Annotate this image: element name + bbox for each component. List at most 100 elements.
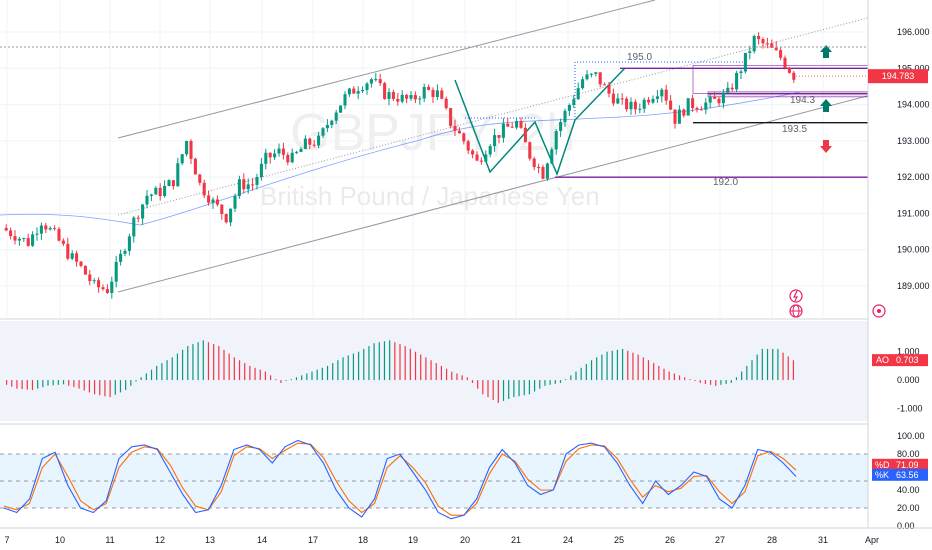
ao-bar xyxy=(119,380,122,393)
candle-body xyxy=(317,135,321,146)
candle-body xyxy=(647,99,651,103)
candle-body xyxy=(220,204,224,215)
candle-body xyxy=(123,250,127,254)
candle-body xyxy=(70,253,74,259)
candle-body xyxy=(779,50,783,58)
ao-bar xyxy=(62,380,65,385)
ao-bar xyxy=(140,377,142,381)
candle-body xyxy=(598,72,602,85)
stoch-k-name-label: %K xyxy=(875,470,889,480)
candle-body xyxy=(594,72,598,74)
candle-body xyxy=(167,180,171,186)
candle-body xyxy=(422,86,426,99)
candle-body xyxy=(726,87,730,93)
candle-body xyxy=(471,150,475,155)
candle-body xyxy=(92,280,96,282)
level-zone-194-3[interactable] xyxy=(707,91,891,98)
candle-body xyxy=(783,57,787,68)
candle-body xyxy=(13,236,17,241)
ao-bar xyxy=(295,377,298,381)
ao-bar xyxy=(181,349,184,381)
harmonic-pattern[interactable] xyxy=(454,67,626,177)
main-pane[interactable]: GBPJPY, 2h British Pound / Japanese Yen … xyxy=(0,0,891,318)
candle-body xyxy=(312,144,316,146)
price-tick-label: 192.000 xyxy=(897,172,930,182)
channel-lower-line[interactable] xyxy=(117,89,891,293)
ao-bar xyxy=(756,354,758,381)
candle-body xyxy=(691,98,695,109)
ao-bar xyxy=(751,360,753,381)
ao-bar xyxy=(93,380,96,395)
candle-body xyxy=(259,163,263,178)
candle-body xyxy=(475,154,479,161)
candle-body xyxy=(378,79,382,84)
lightning-icon[interactable] xyxy=(789,289,803,303)
candle-body xyxy=(79,261,83,266)
ao-bar xyxy=(409,348,411,381)
channel-mid-line[interactable] xyxy=(117,11,891,216)
candle-body xyxy=(158,187,162,197)
ao-pane[interactable] xyxy=(0,321,868,421)
ao-bar xyxy=(280,380,282,383)
candle-body xyxy=(607,84,611,94)
stoch-pane-bg xyxy=(0,426,868,526)
stoch-k-line xyxy=(3,439,797,520)
candle-body xyxy=(136,217,140,219)
candle-body xyxy=(330,120,334,125)
candle-body xyxy=(774,47,778,51)
price-axis[interactable]: 196.000 195.000 194.000 193.000 192.000 191.0… xyxy=(796,0,932,531)
time-tick-label: 12 xyxy=(155,535,165,545)
candle-body xyxy=(537,167,541,169)
candle-body xyxy=(400,94,404,102)
ao-bar xyxy=(508,380,510,400)
candle-body xyxy=(66,243,70,259)
ao-bar xyxy=(264,371,267,381)
horizontal-levels[interactable]: 195.0 194.3 193.5 192.0 xyxy=(555,52,891,188)
globe-icon[interactable] xyxy=(789,304,803,318)
record-icon[interactable] xyxy=(872,304,886,318)
ao-bar xyxy=(544,380,546,386)
candle-body xyxy=(198,174,202,183)
ao-bar xyxy=(218,346,220,381)
ao-bar xyxy=(166,360,168,381)
time-tick-label: 7 xyxy=(4,535,9,545)
ao-bar xyxy=(471,380,474,383)
ao-value-badge xyxy=(894,354,928,367)
ao-bar xyxy=(363,348,365,381)
candle-body xyxy=(625,98,629,110)
candle-body xyxy=(369,79,373,84)
candle-body xyxy=(35,233,39,235)
time-tick-label: 18 xyxy=(358,535,368,545)
time-axis[interactable]: 7 10 11 12 13 14 17 18 19 20 21 24 25 26 27 28 31 Apr xyxy=(4,535,879,545)
ao-bar xyxy=(725,380,727,384)
ao-bar xyxy=(570,375,572,381)
candle-body xyxy=(611,93,615,104)
candle-body xyxy=(193,158,197,175)
candle-body xyxy=(413,95,417,100)
candle-body xyxy=(290,152,294,163)
stoch-pane[interactable] xyxy=(0,426,868,526)
ao-bar xyxy=(368,346,370,381)
candle-body xyxy=(761,39,765,44)
candle-body xyxy=(163,185,167,197)
ao-bar xyxy=(445,368,448,381)
watermark-symbol: GBPJPY, 2h xyxy=(290,104,575,162)
ao-bar xyxy=(627,350,629,381)
ao-bar xyxy=(249,365,251,381)
ao-bar xyxy=(223,349,225,381)
trend-channel[interactable] xyxy=(0,0,891,293)
candle-body xyxy=(620,98,624,100)
ao-bar xyxy=(611,350,613,381)
ao-bar xyxy=(321,367,323,381)
ao-bar xyxy=(658,365,660,381)
level-label: 194.3 xyxy=(790,95,815,106)
candle-body xyxy=(541,167,545,179)
ao-bar xyxy=(766,348,769,381)
candle-body xyxy=(132,217,136,237)
candle-body xyxy=(53,228,57,230)
ao-bar xyxy=(601,354,603,381)
fib-box-top[interactable] xyxy=(574,61,745,120)
time-tick-label: 28 xyxy=(767,535,777,545)
channel-upper-line[interactable] xyxy=(117,0,656,139)
candle-body xyxy=(704,102,708,110)
